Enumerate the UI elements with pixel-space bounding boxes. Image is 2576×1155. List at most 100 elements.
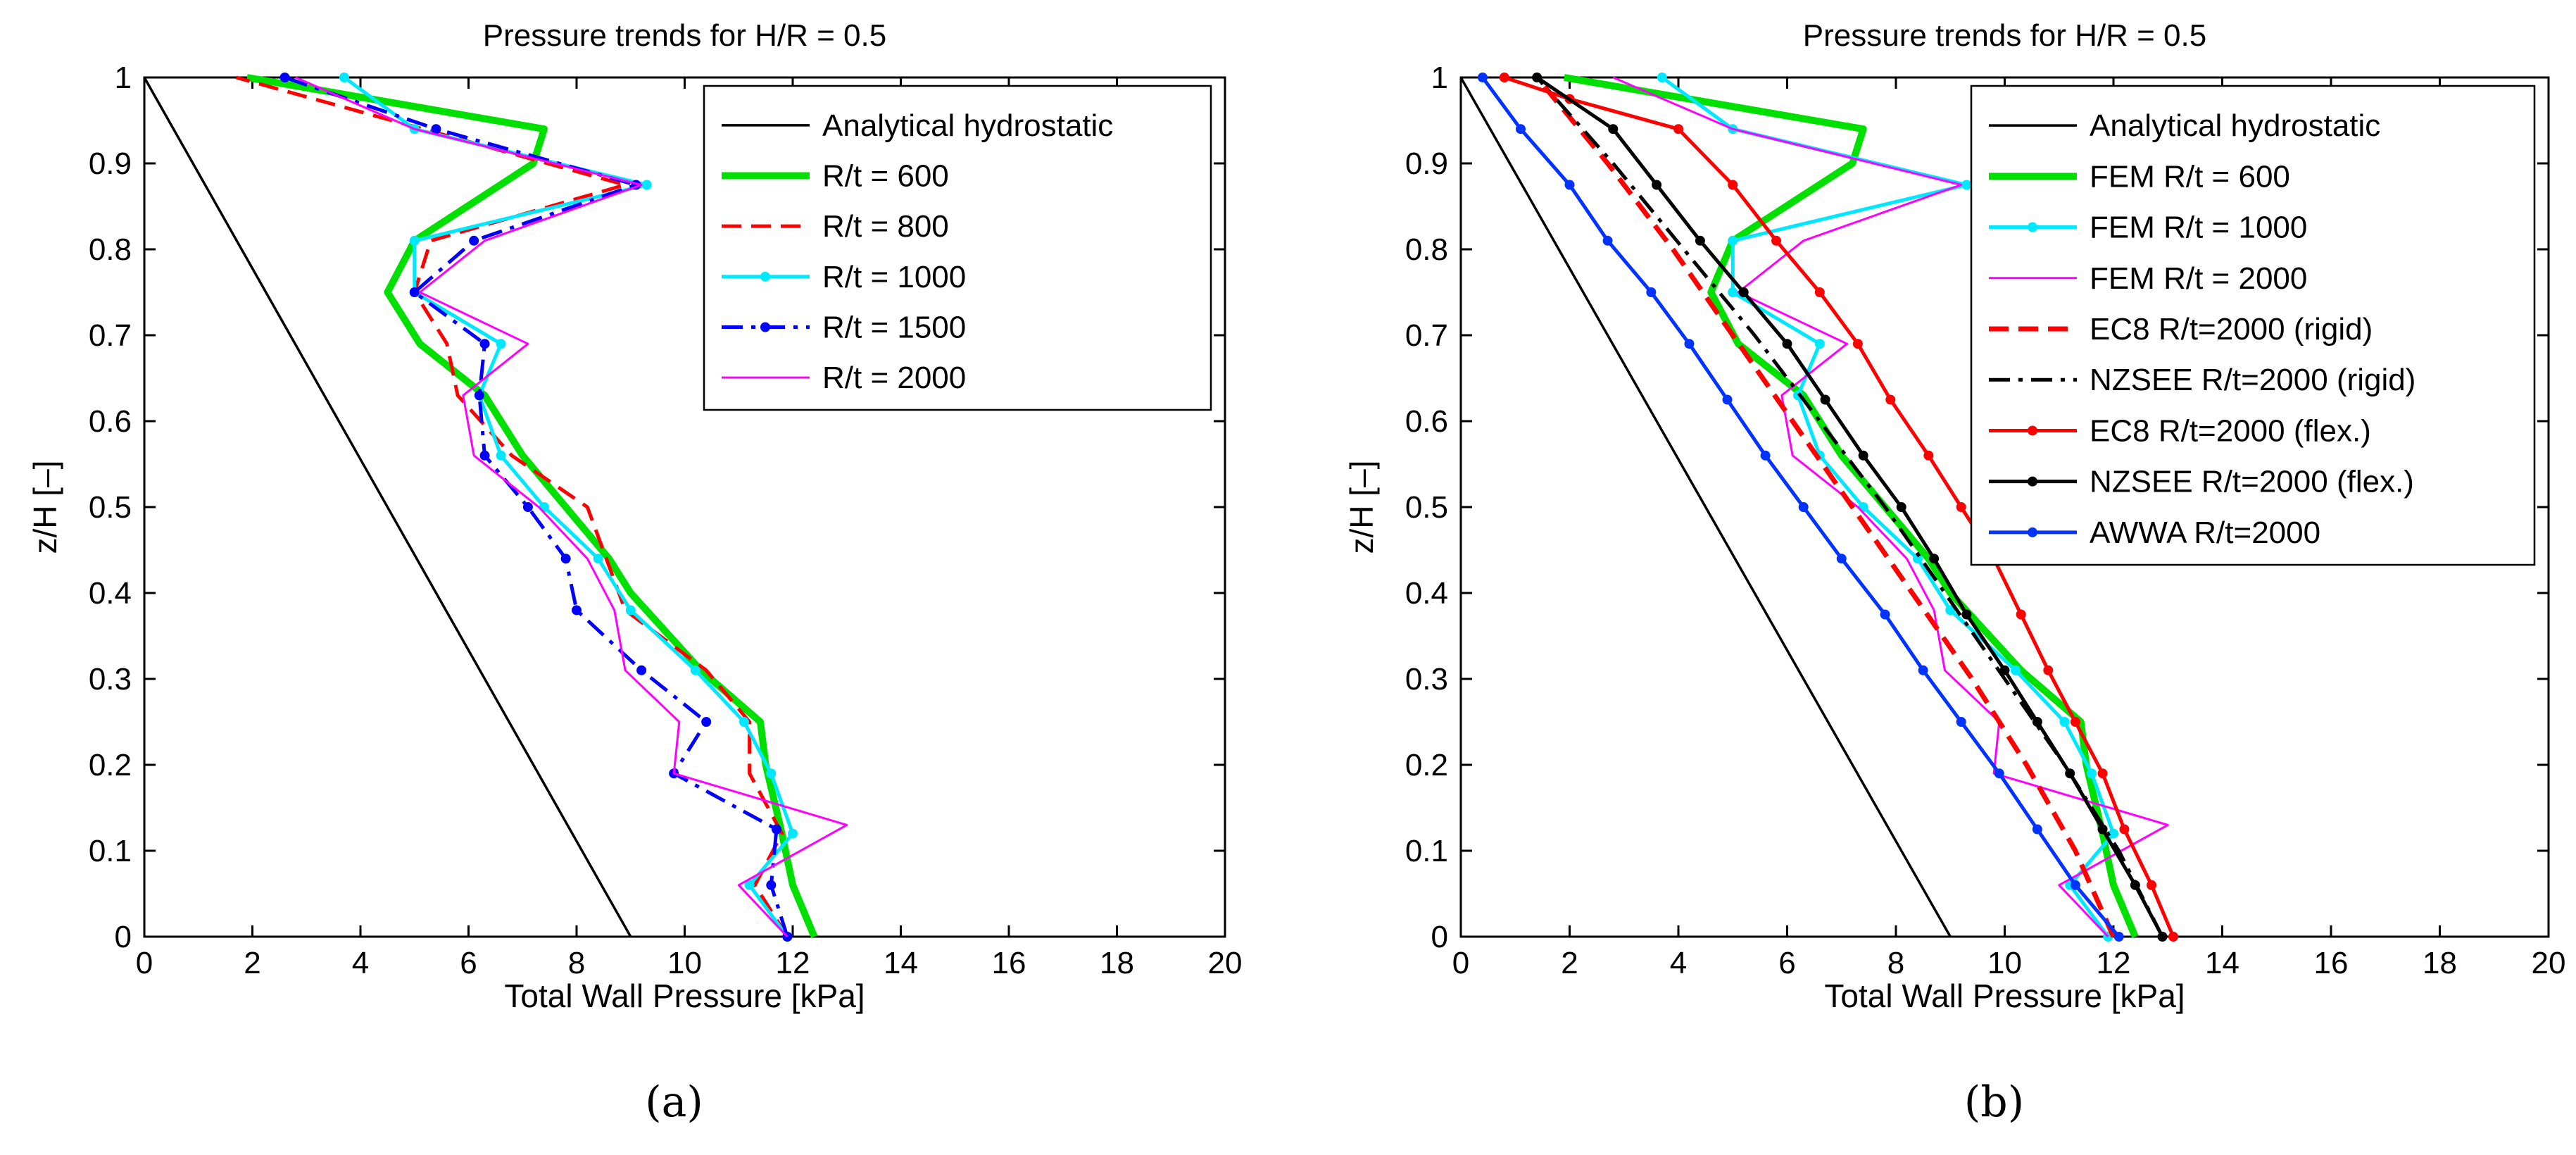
series-marker-4 [560, 554, 571, 564]
series-marker-2 [2087, 768, 2097, 779]
series-marker-3 [641, 180, 652, 190]
legend-marker-2 [2028, 222, 2037, 232]
series-marker-8 [2113, 932, 2124, 942]
y-tick-label: 0 [1431, 920, 1448, 954]
series-marker-2 [2010, 665, 2021, 675]
series-marker-4 [279, 73, 290, 82]
series-marker-6 [1771, 235, 1782, 246]
y-tick-label: 0.2 [89, 748, 132, 782]
series-marker-7 [1961, 609, 1972, 620]
series-marker-3 [496, 450, 506, 461]
series-marker-3 [739, 717, 749, 727]
x-axis-label: Total Wall Pressure [kPa] [504, 978, 865, 1014]
x-tick-label: 20 [2532, 946, 2566, 980]
series-marker-3 [496, 339, 506, 349]
series-marker-4 [572, 605, 582, 616]
legend-entry: R/t = 1500 [822, 311, 966, 345]
series-marker-3 [593, 554, 603, 564]
series-marker-7 [1738, 287, 1749, 297]
series-marker-8 [1646, 287, 1657, 297]
legend-entry: FEM R/t = 1000 [2090, 211, 2307, 245]
legend-entry: R/t = 2000 [822, 361, 966, 395]
y-axis-label: z/H [–] [1343, 461, 1380, 554]
series-marker-3 [766, 768, 777, 779]
legend-entry: FEM R/t = 600 [2090, 159, 2290, 194]
series-marker-7 [1608, 124, 1619, 135]
y-tick-label: 0.6 [89, 404, 132, 439]
series-marker-2 [1728, 287, 1738, 297]
legend-entry: AWWA R/t=2000 [2090, 516, 2320, 550]
legend-entry: FEM R/t = 2000 [2090, 261, 2307, 296]
series-marker-7 [1652, 180, 1662, 190]
y-tick-label: 0.8 [89, 232, 132, 267]
x-tick-label: 4 [352, 946, 369, 980]
y-tick-label: 0.1 [1405, 834, 1448, 868]
series-marker-4 [431, 124, 441, 135]
y-axis-label: z/H [–] [27, 461, 63, 554]
series-marker-8 [1880, 609, 1890, 620]
y-tick-label: 0.9 [89, 146, 132, 181]
series-marker-3 [339, 73, 349, 82]
legend-box [1970, 85, 2536, 566]
series-marker-8 [2032, 824, 2042, 835]
series-marker-4 [409, 287, 420, 297]
y-tick-label: 0.1 [89, 834, 132, 868]
series-marker-2 [1728, 235, 1738, 246]
legend-marker-3 [760, 271, 770, 282]
x-tick-label: 14 [2205, 946, 2239, 980]
x-tick-label: 16 [2314, 946, 2349, 980]
series-marker-6 [1885, 394, 1896, 405]
series-line-4 [1535, 75, 2116, 938]
series-marker-4 [479, 450, 490, 461]
series-marker-2 [2059, 717, 2070, 727]
x-tick-label: 18 [1100, 946, 1134, 980]
x-tick-label: 8 [568, 946, 585, 980]
series-marker-3 [625, 605, 636, 616]
y-tick-label: 0.8 [1405, 232, 1448, 267]
chart-title: Pressure trends for H/R = 0.5 [1803, 18, 2206, 53]
legend-marker-8 [2028, 527, 2037, 537]
x-tick-label: 2 [1561, 946, 1578, 980]
legend-entry: EC8 R/t=2000 (flex.) [2090, 413, 2371, 448]
series-line-3 [1612, 76, 2169, 938]
x-tick-label: 8 [1887, 946, 1904, 980]
series-line-6 [1504, 75, 2175, 937]
series-marker-7 [1929, 554, 1940, 564]
legend-marker-4 [760, 322, 770, 332]
y-tick-label: 0.9 [1405, 146, 1448, 181]
panel-a: Pressure trends for H/R = 0.50 2 4 6 8 10 12 14… [27, 18, 1242, 1127]
series-marker-4 [479, 339, 490, 349]
panel-label: (a) [645, 1078, 703, 1127]
series-marker-6 [1499, 73, 1509, 82]
series-marker-4 [636, 665, 647, 675]
series-marker-3 [788, 828, 798, 839]
series-marker-7 [2157, 932, 2168, 942]
series-marker-6 [2168, 932, 2178, 942]
y-tick-label: 0.5 [1405, 490, 1448, 525]
series-marker-7 [1999, 665, 2010, 675]
series-marker-2 [1945, 605, 1956, 616]
y-tick-label: 0 [115, 920, 132, 954]
panel-label: (b) [1964, 1078, 2024, 1127]
x-tick-label: 6 [1778, 946, 1795, 980]
x-tick-label: 0 [136, 946, 153, 980]
chart-title: Pressure trends for H/R = 0.5 [483, 18, 886, 53]
series-marker-8 [1515, 124, 1526, 135]
legend-entry: R/t = 600 [822, 159, 949, 194]
y-tick-label: 0.6 [1405, 404, 1448, 439]
series-marker-6 [1728, 180, 1738, 190]
series-marker-6 [2097, 768, 2108, 779]
y-tick-label: 1 [115, 61, 132, 95]
series-marker-4 [469, 235, 479, 246]
series-line-2 [235, 75, 789, 938]
series-marker-6 [1814, 287, 1825, 297]
y-tick-label: 0.3 [89, 662, 132, 697]
series-marker-6 [2043, 665, 2054, 675]
x-tick-label: 16 [992, 946, 1026, 980]
series-marker-8 [1564, 180, 1575, 190]
legend-entry: EC8 R/t=2000 (rigid) [2090, 312, 2373, 346]
series-marker-7 [1858, 450, 1868, 461]
series-marker-6 [1852, 339, 1863, 349]
series-marker-6 [2070, 717, 2080, 727]
x-tick-label: 12 [2097, 946, 2131, 980]
